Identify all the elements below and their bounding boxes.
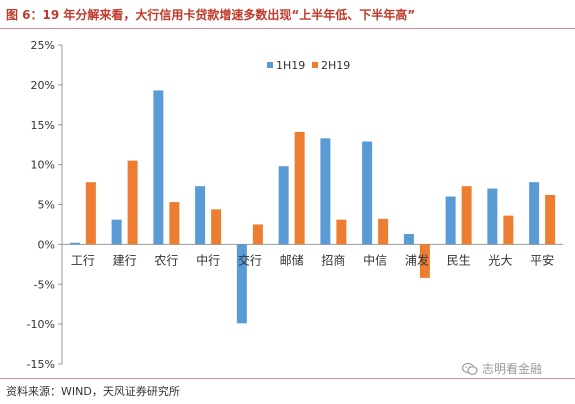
bar-series-2 [127,160,138,245]
category-label: 招商 [321,252,345,267]
watermark: 志明看金融 [462,360,542,377]
legend-swatch [312,62,318,68]
y-tick-label: 15% [31,119,55,132]
bars [69,90,556,324]
bar-series-2 [85,182,96,245]
y-tick-label: 10% [31,159,55,172]
category-label: 农行 [154,253,178,267]
bar-series-2 [294,131,305,245]
category-label: 中信 [363,252,387,267]
bar-series-1 [236,244,247,324]
title-bar: 图 6：19 年分解来看，大行信用卡贷款增速多数出现“上半年低、下半年高” [0,0,575,26]
y-tick-label: 5% [38,199,55,212]
y-tick-label: 0% [38,238,55,251]
bar-series-2 [252,224,263,245]
category-labels: 工行 建行 农行 中行 交行 邮储 招商 中信 浦发 民生 光大 平安 [71,252,554,267]
bar-series-2 [503,215,514,245]
y-axis: -15% -10% -5% 0% 5% 10% 15% 20% 25% [27,39,563,371]
legend-swatch [267,62,273,68]
watermark-text: 志明看金融 [482,362,543,376]
category-label: 浦发 [405,252,429,267]
bar-series-1 [278,166,289,245]
bar-series-1 [69,242,80,245]
bar-series-2 [545,194,556,245]
bar-series-1 [320,138,331,245]
bar-series-2 [461,186,472,245]
y-tick-label: -15% [27,358,55,371]
category-label: 工行 [71,253,95,267]
figure-title: 图 6：19 年分解来看，大行信用卡贷款增速多数出现“上半年低、下半年高” [6,8,416,22]
bar-series-1 [487,188,498,245]
bar-series-2 [378,218,389,245]
legend-label: 2H19 [321,59,350,72]
category-label: 平安 [530,252,554,267]
bar-series-1 [445,196,456,245]
y-tick-label: 20% [31,79,55,92]
bar-series-1 [111,219,122,245]
bar-series-1 [153,90,164,245]
bar-series-1 [195,186,206,245]
wechat-icon [462,362,478,375]
category-label: 建行 [113,253,137,267]
category-label: 中行 [196,252,220,267]
category-label: 交行 [238,252,262,267]
bar-series-2 [169,202,180,245]
y-tick-label: -5% [34,278,55,291]
y-tick-label: 25% [31,39,55,52]
bar-series-2 [419,244,430,278]
bar-series-2 [336,219,347,245]
bar-series-1 [362,141,373,245]
legend-label: 1H19 [276,59,305,72]
bar-series-2 [211,209,222,245]
bar-series-1 [529,182,540,245]
category-label: 邮储 [280,252,304,267]
category-label: 光大 [488,253,512,267]
title-divider [0,28,575,29]
footer-divider [0,378,575,379]
bar-series-1 [403,234,414,245]
source-note: 资料来源：WIND，天风证券研究所 [6,385,180,398]
y-tick-label: -10% [27,318,55,331]
category-label: 民生 [447,253,471,267]
legend: 1H19 2H19 [267,59,350,72]
